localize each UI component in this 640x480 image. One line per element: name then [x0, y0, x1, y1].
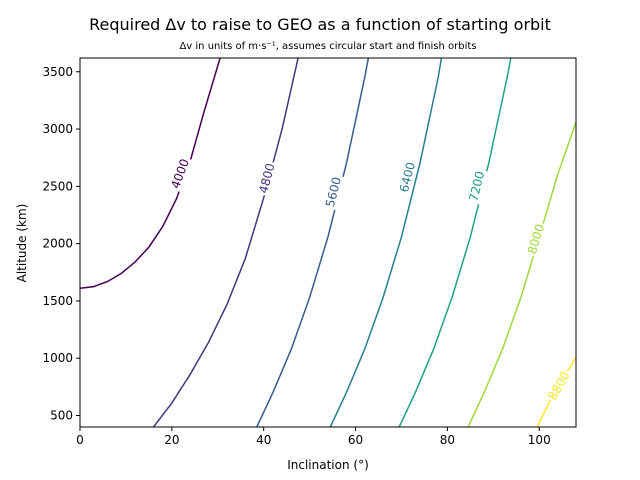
plot-frame — [79, 57, 577, 428]
y-tick-label: 2500 — [42, 179, 73, 193]
contour-label-5600: 5600 — [323, 176, 344, 209]
x-tick-label: 0 — [76, 433, 84, 447]
x-axis-label: Inclination (°) — [287, 458, 369, 472]
x-tick-label: 100 — [528, 433, 551, 447]
contour-label-8000: 8000 — [525, 222, 547, 255]
y-tick-label: 3500 — [42, 65, 73, 79]
contour-label-4000: 4000 — [168, 157, 192, 190]
contour-label-6400: 6400 — [397, 161, 418, 194]
contour-line-4000 — [80, 58, 221, 290]
x-tick-label: 60 — [348, 433, 363, 447]
contour-label-4800: 4800 — [256, 162, 277, 195]
contour-line-5600 — [256, 58, 370, 427]
contour-line-8800 — [536, 356, 576, 427]
y-tick-label: 1500 — [42, 294, 73, 308]
chart-subtitle: Δv in units of m·s⁻¹, assumes circular s… — [179, 41, 476, 52]
y-tick-label: 2000 — [42, 237, 73, 251]
contour-line-8000 — [467, 121, 576, 427]
contour-label-7200: 7200 — [466, 170, 487, 203]
x-tick-label: 20 — [164, 433, 179, 447]
x-axis: 0 20 40 60 80 100 — [76, 427, 551, 447]
contour-line-6400 — [329, 58, 443, 427]
contour-line-4800 — [152, 58, 299, 427]
y-tick-label: 3000 — [42, 122, 73, 136]
y-tick-label: 1000 — [42, 351, 73, 365]
plot-area: 4000 4800 5600 6400 7200 8000 8800 — [80, 58, 576, 427]
chart-title: Required Δv to raise to GEO as a functio… — [89, 15, 551, 34]
x-tick-label: 40 — [256, 433, 271, 447]
contour-line-7200 — [398, 58, 512, 427]
contour-label-8800: 8800 — [545, 369, 572, 402]
y-tick-label: 500 — [50, 409, 73, 423]
y-axis-label: Altitude (km) — [15, 204, 29, 283]
x-tick-label: 80 — [440, 433, 455, 447]
y-axis: 500 1000 1500 2000 2500 3000 3500 — [42, 65, 80, 423]
